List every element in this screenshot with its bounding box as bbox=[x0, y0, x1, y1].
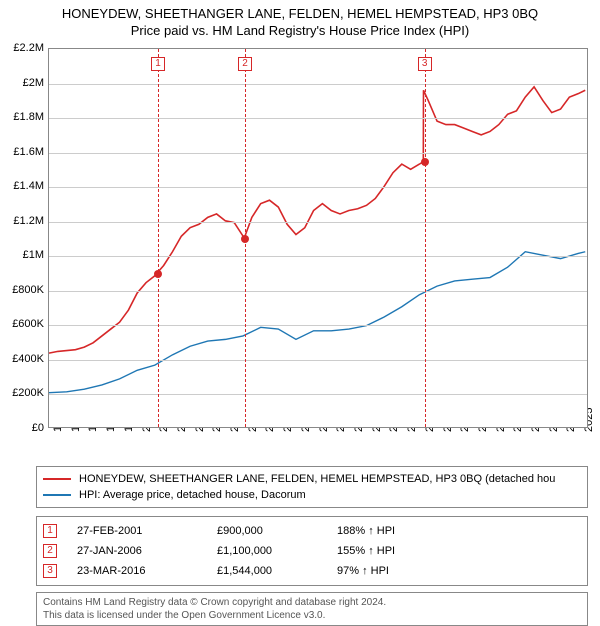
event-marker-1: 1 bbox=[151, 57, 165, 71]
event-line-1 bbox=[158, 49, 159, 427]
gridline bbox=[49, 153, 587, 154]
y-tick-label: £1.6M bbox=[13, 146, 44, 158]
event-price: £1,100,000 bbox=[217, 545, 337, 557]
gridline bbox=[49, 84, 587, 85]
gridline bbox=[49, 325, 587, 326]
gridline bbox=[49, 118, 587, 119]
events-table: 1 27-FEB-2001£900,000188% ↑ HPI 2 27-JAN-20… bbox=[36, 516, 588, 586]
footer-line-1: Contains HM Land Registry data © Crown c… bbox=[43, 596, 581, 609]
event-marker-2: 2 bbox=[238, 57, 252, 71]
event-row-marker: 1 bbox=[43, 524, 57, 538]
event-pct: 155% ↑ HPI bbox=[337, 545, 581, 557]
gridline bbox=[49, 256, 587, 257]
y-tick-label: £400K bbox=[12, 353, 44, 365]
event-line-3 bbox=[425, 49, 426, 427]
y-tick-label: £200K bbox=[12, 387, 44, 399]
y-tick-label: £1M bbox=[23, 249, 44, 261]
y-tick-label: £0 bbox=[32, 422, 44, 434]
event-dot-3 bbox=[421, 158, 429, 166]
event-dot-2 bbox=[241, 235, 249, 243]
footer-line-2: This data is licensed under the Open Gov… bbox=[43, 609, 581, 622]
event-row-1: 1 27-FEB-2001£900,000188% ↑ HPI bbox=[43, 521, 581, 541]
event-marker-3: 3 bbox=[418, 57, 432, 71]
event-price: £900,000 bbox=[217, 525, 337, 537]
chart-subtitle: Price paid vs. HM Land Registry's House … bbox=[0, 21, 600, 38]
legend-and-footer: HONEYDEW, SHEETHANGER LANE, FELDEN, HEME… bbox=[36, 466, 588, 626]
legend-item-series-2: HPI: Average price, detached house, Daco… bbox=[43, 487, 581, 503]
legend-swatch-2 bbox=[43, 494, 71, 496]
legend-item-series-1: HONEYDEW, SHEETHANGER LANE, FELDEN, HEME… bbox=[43, 471, 581, 487]
event-row-marker: 2 bbox=[43, 544, 57, 558]
legend-label-2: HPI: Average price, detached house, Daco… bbox=[79, 489, 306, 501]
legend-label-1: HONEYDEW, SHEETHANGER LANE, FELDEN, HEME… bbox=[79, 473, 555, 485]
y-tick-label: £1.8M bbox=[13, 111, 44, 123]
event-row-3: 3 23-MAR-2016£1,544,00097% ↑ HPI bbox=[43, 561, 581, 581]
y-tick-label: £1.2M bbox=[13, 215, 44, 227]
gridline bbox=[49, 291, 587, 292]
event-pct: 188% ↑ HPI bbox=[337, 525, 581, 537]
legend-box: HONEYDEW, SHEETHANGER LANE, FELDEN, HEME… bbox=[36, 466, 588, 508]
event-date: 23-MAR-2016 bbox=[77, 565, 217, 577]
event-row-marker: 3 bbox=[43, 564, 57, 578]
gridline bbox=[49, 222, 587, 223]
chart-container: HONEYDEW, SHEETHANGER LANE, FELDEN, HEME… bbox=[0, 0, 600, 590]
series-line-1 bbox=[49, 87, 585, 353]
gridline bbox=[49, 394, 587, 395]
y-tick-label: £800K bbox=[12, 284, 44, 296]
y-tick-label: £600K bbox=[12, 318, 44, 330]
gridline bbox=[49, 360, 587, 361]
gridline bbox=[49, 187, 587, 188]
event-date: 27-FEB-2001 bbox=[77, 525, 217, 537]
event-row-2: 2 27-JAN-2006£1,100,000155% ↑ HPI bbox=[43, 541, 581, 561]
attribution-footer: Contains HM Land Registry data © Crown c… bbox=[36, 592, 588, 626]
plot-area: 1 2 3 bbox=[48, 48, 588, 428]
y-tick-label: £2M bbox=[23, 77, 44, 89]
event-pct: 97% ↑ HPI bbox=[337, 565, 581, 577]
event-dot-1 bbox=[154, 270, 162, 278]
legend-swatch-1 bbox=[43, 478, 71, 480]
event-date: 27-JAN-2006 bbox=[77, 545, 217, 557]
line-layer bbox=[49, 49, 587, 427]
series-line-2 bbox=[49, 252, 585, 393]
event-price: £1,544,000 bbox=[217, 565, 337, 577]
y-tick-label: £2.2M bbox=[13, 42, 44, 54]
y-tick-label: £1.4M bbox=[13, 180, 44, 192]
chart-title: HONEYDEW, SHEETHANGER LANE, FELDEN, HEME… bbox=[0, 0, 600, 21]
